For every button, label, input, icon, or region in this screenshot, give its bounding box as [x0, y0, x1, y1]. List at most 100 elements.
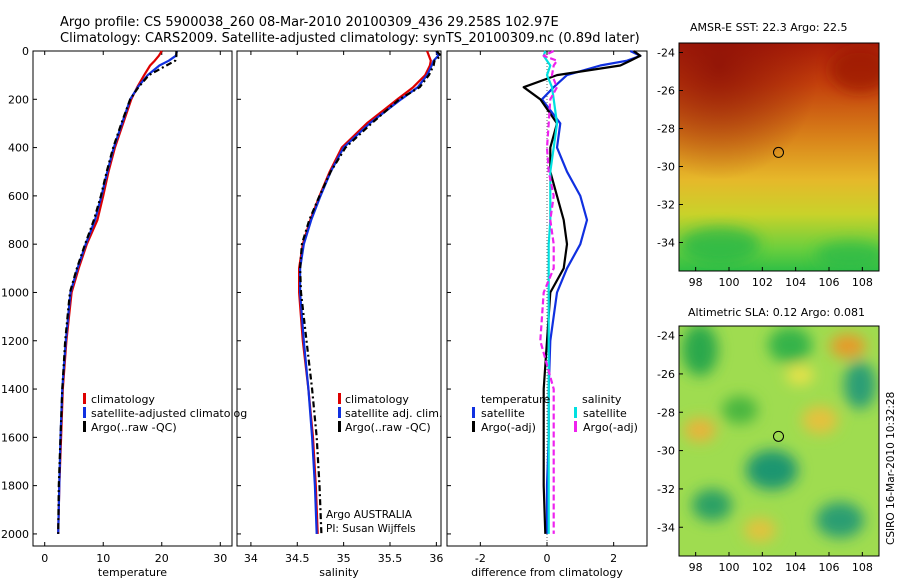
sst_map-ytick-label: -30	[657, 161, 675, 174]
sla-green-blob	[682, 326, 718, 376]
temperature-xtick-label: 30	[213, 552, 227, 565]
temperature-axes-frame	[32, 50, 233, 547]
sla-map-ticks: 98 100 102 104 106 108 -24 -26 -28 -30 -32 -34	[657, 330, 873, 574]
temperature-xlabel: temperature	[98, 566, 167, 579]
sla_map-ytick-label: -28	[657, 406, 675, 419]
legend-swatch-diff-s-sat	[574, 407, 577, 418]
sla_map-xtick-label: 104	[785, 561, 806, 574]
sst-cool-blob-2	[815, 241, 879, 269]
sla_map-xtick-label: 108	[852, 561, 873, 574]
sla-map-title: Altimetric SLA: 0.12 Argo: 0.081	[688, 306, 865, 319]
legend-swatch-diff-t-sat	[472, 407, 475, 418]
temperature-ytick-label: 1800	[1, 480, 29, 493]
title-line-2: Climatology: CARS2009. Satellite-adjuste…	[60, 31, 640, 46]
sla-teal-blob	[844, 361, 876, 409]
sla-orange-blob	[744, 518, 776, 542]
sst_map-ytick-label: -28	[657, 123, 675, 136]
legend-label-sal-argo: Argo(..raw -QC)	[345, 421, 431, 434]
salinity-xtick-label: 34.5	[285, 552, 310, 565]
sst_map-ytick-label: -24	[657, 47, 675, 60]
sst-cool-blob	[680, 227, 760, 263]
salinity-panel: 34 34.5 35 35.5 36 salinity	[236, 50, 443, 579]
difference-xtick-label: 2	[610, 552, 617, 565]
temperature-ytick-label: 800	[8, 238, 29, 251]
sla_map-xtick-label: 106	[819, 561, 840, 574]
sla-map: Altimetric SLA: 0.12 Argo: 0.081 98 100 10…	[657, 306, 880, 574]
sla-map-frame	[678, 325, 880, 557]
temperature-ytick-label: 200	[8, 93, 29, 106]
difference-series-salinity-argo-adj-	[539, 50, 559, 534]
credit-text: CSIRO 16-Mar-2010 10:32:28	[885, 392, 897, 545]
legend-label-sal-satellite: satellite adj. clim.	[345, 407, 442, 420]
sla-green-blob	[722, 396, 758, 424]
legend-label-diff-s-sat: satellite	[583, 407, 627, 420]
difference-legend: temperature salinity satellite Argo(-adj…	[472, 393, 638, 434]
salinity-xtick-label: 36	[429, 552, 443, 565]
sst_map-xtick-label: 106	[819, 276, 840, 289]
legend-label-satellite: satellite-adjusted climatolog	[91, 407, 247, 420]
temperature-ytick-label: 600	[8, 190, 29, 203]
title-line-1: Argo profile: CS 5900038_260 08-Mar-2010…	[60, 15, 559, 30]
legend-swatch-sal-satellite	[338, 407, 341, 418]
difference-xtick-label: 0	[544, 552, 551, 565]
legend-label-argo: Argo(..raw -QC)	[91, 421, 177, 434]
temperature-panel: 0 10 20 30 0 200 400 600 800 1000 1200 1400 1600 1800…	[1, 45, 233, 579]
legend-title-salinity: salinity	[582, 393, 622, 406]
sla_map-ytick-label: -34	[657, 521, 675, 534]
temperature-ytick-label: 0	[22, 45, 29, 58]
sla_map-xtick-label: 98	[689, 561, 703, 574]
salinity-legend: climatology satellite adj. clim. Argo(..…	[326, 393, 442, 535]
temperature-ytick-label: 400	[8, 142, 29, 155]
legend-swatch-sal-climatology	[338, 393, 341, 404]
sla-orange-blob	[830, 334, 866, 358]
sst_map-xtick-label: 108	[852, 276, 873, 289]
sst_map-ytick-label: -34	[657, 237, 675, 250]
difference-series-temperature-argo-adj-	[522, 50, 642, 534]
sla-orange-blob	[684, 418, 716, 442]
sst-argo-marker	[773, 146, 784, 158]
sst_map-xtick-label: 102	[752, 276, 773, 289]
sla-yellow-blob	[786, 365, 814, 385]
difference-series-salinity-satellite	[542, 50, 559, 534]
sst_map-xtick-label: 100	[719, 276, 740, 289]
sla_map-xtick-label: 102	[752, 561, 773, 574]
temperature-xtick-label: 20	[155, 552, 169, 565]
sst_map-xtick-label: 104	[785, 276, 806, 289]
temperature-ytick-label: 2000	[1, 528, 29, 541]
sst-map: AMSR-E SST: 22.3 Argo: 22.5 98 100 102 104 1…	[657, 21, 880, 289]
legend-title-temperature: temperature	[481, 393, 550, 406]
sst_map-ytick-label: -32	[657, 199, 675, 212]
legend-swatch-diff-t-argo	[472, 421, 475, 432]
legend-label-diff-s-argo: Argo(-adj)	[583, 421, 638, 434]
pi-note: PI: Susan Wijffels	[326, 523, 416, 535]
legend-swatch-sal-argo	[338, 421, 341, 432]
sst-map-title: AMSR-E SST: 22.3 Argo: 22.5	[690, 21, 848, 34]
temperature-ytick-label: 1200	[1, 335, 29, 348]
temperature-ytick-label: 1400	[1, 383, 29, 396]
temperature-series-argo-raw-qc-	[57, 51, 178, 534]
temperature-xtick-label: 0	[41, 552, 48, 565]
argo-australia-note: Argo AUSTRALIA	[326, 509, 413, 521]
legend-swatch-argo	[83, 421, 86, 432]
temperature-legend: climatology satellite-adjusted climatolo…	[83, 393, 247, 434]
sla_map-ytick-label: -24	[657, 330, 675, 343]
sla-orange-blob	[802, 406, 838, 434]
difference-xtick-label: -2	[475, 552, 486, 565]
salinity-xlabel: salinity	[319, 566, 359, 579]
sst_map-ytick-label: -26	[657, 85, 675, 98]
legend-swatch-satellite	[83, 407, 86, 418]
sla-teal-blob	[746, 450, 798, 490]
legend-label-diff-t-sat: satellite	[481, 407, 525, 420]
salinity-series-argo-raw-qc-	[299, 50, 443, 534]
sla-argo-marker	[773, 430, 784, 442]
sla-teal-blob	[692, 489, 732, 521]
sst_map-xtick-label: 98	[689, 276, 703, 289]
sla_map-ytick-label: -32	[657, 483, 675, 496]
sst-map-frame	[678, 42, 880, 272]
sla_map-xtick-label: 100	[719, 561, 740, 574]
salinity-xtick-label: 34	[244, 552, 258, 565]
legend-swatch-climatology	[83, 393, 86, 404]
difference-xlabel: difference from climatology	[471, 566, 623, 579]
